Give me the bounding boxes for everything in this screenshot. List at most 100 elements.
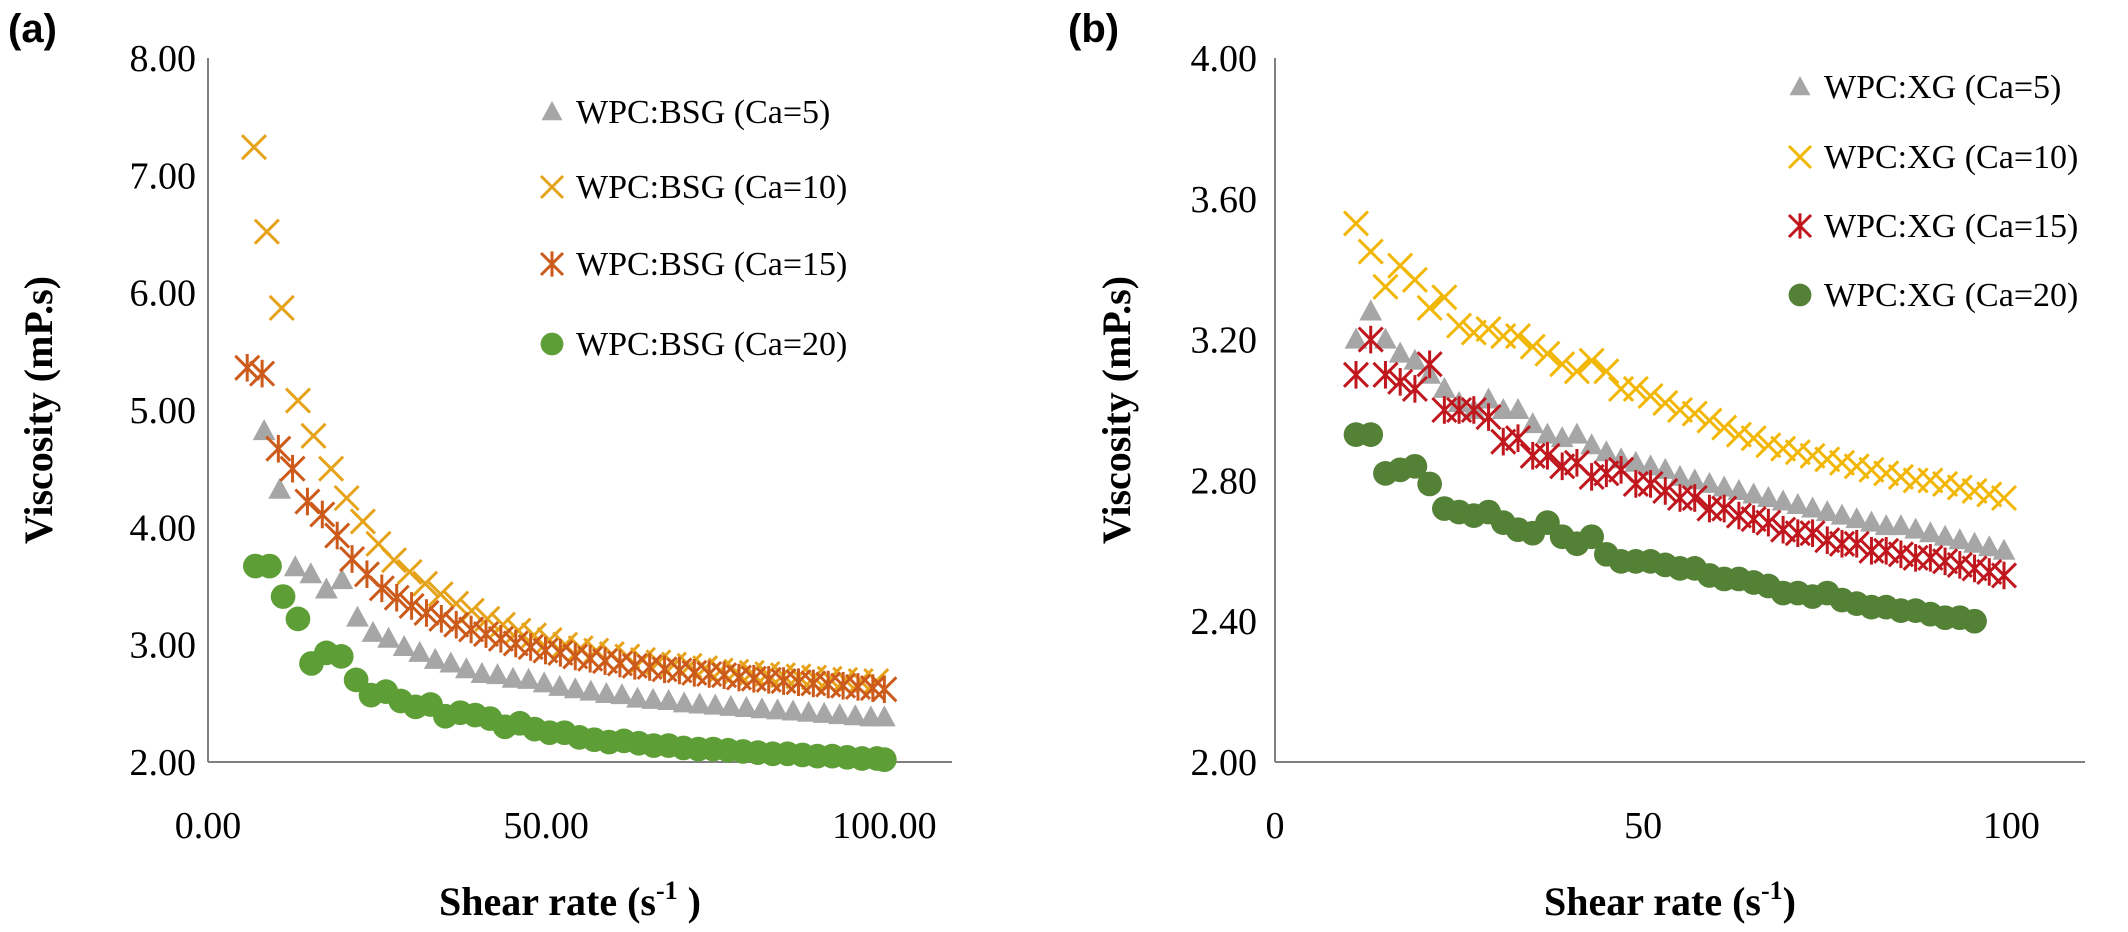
data-point xyxy=(626,686,649,708)
y-tick-label: 2.00 xyxy=(1191,742,1258,784)
data-point xyxy=(1828,449,1856,476)
data-point xyxy=(443,610,470,639)
data-point xyxy=(1563,358,1590,385)
data-point xyxy=(1874,514,1898,536)
data-point xyxy=(1917,544,1944,572)
data-point xyxy=(279,454,306,483)
data-point xyxy=(797,700,821,722)
data-point xyxy=(1755,432,1782,459)
data-point xyxy=(1961,554,1988,583)
data-point xyxy=(1873,460,1900,487)
data-point xyxy=(268,477,292,499)
data-point xyxy=(1549,452,1576,481)
data-point xyxy=(1843,453,1870,480)
data-point xyxy=(1725,421,1752,448)
legend-entry: WPC:BSG (Ca=20) xyxy=(576,326,847,363)
data-point xyxy=(750,697,774,719)
y-tick-label: 3.20 xyxy=(1191,320,1258,362)
data-point xyxy=(1932,470,1959,497)
series-4 xyxy=(1343,422,1987,634)
x-tick-label: 50 xyxy=(1624,805,1662,847)
data-point xyxy=(1402,453,1428,479)
data-point xyxy=(1637,470,1664,498)
chart-panel-b: (b) 2.00 2.40 2.80 3.20 3.60 4.00 0 50 100 Shear r… xyxy=(1068,7,2085,924)
data-point xyxy=(1858,456,1885,483)
data-point xyxy=(1742,482,1766,504)
data-point xyxy=(719,694,743,716)
data-point xyxy=(1549,351,1576,378)
data-point xyxy=(1755,508,1782,537)
data-point xyxy=(1977,535,2001,557)
data-point xyxy=(1860,510,1883,532)
legend-marker xyxy=(539,251,565,277)
data-point xyxy=(1696,407,1723,434)
data-point xyxy=(396,558,423,585)
data-point xyxy=(1359,299,1383,321)
x-tick-label: 100.00 xyxy=(832,805,937,847)
data-point xyxy=(1902,544,1929,572)
data-point xyxy=(486,663,509,685)
data-point xyxy=(1594,440,1618,462)
legend-entry: WPC:XG (Ca=20) xyxy=(1824,277,2078,314)
data-point xyxy=(1652,477,1679,505)
data-point xyxy=(318,455,345,482)
data-point xyxy=(1490,427,1517,456)
data-point xyxy=(1887,463,1914,490)
data-point xyxy=(249,359,276,388)
data-point xyxy=(285,606,311,632)
data-point xyxy=(1401,266,1428,293)
data-point xyxy=(1799,519,1826,547)
data-point xyxy=(333,484,360,512)
data-point xyxy=(380,547,408,574)
series-2 xyxy=(1342,210,2018,512)
data-point xyxy=(828,703,852,725)
data-point xyxy=(1814,446,1841,473)
x-tick-label: 0 xyxy=(1266,805,1285,847)
data-point xyxy=(1446,312,1473,339)
series-4 xyxy=(242,553,897,773)
legend-entry: WPC:BSG (Ca=10) xyxy=(576,169,847,206)
data-point xyxy=(1801,496,1824,518)
data-point xyxy=(1784,519,1811,547)
data-point xyxy=(1565,422,1589,444)
data-point xyxy=(1666,396,1694,424)
data-point xyxy=(1372,361,1399,389)
data-point xyxy=(428,605,455,633)
x-axis-title: Shear rate (s-1) xyxy=(1544,876,1796,924)
data-point xyxy=(1976,558,2003,586)
data-point xyxy=(843,704,867,726)
legend-marker xyxy=(1787,213,1813,239)
data-point xyxy=(383,583,410,612)
data-point xyxy=(1342,210,1370,237)
legend: WPC:BSG (Ca=5) WPC:BSG (Ca=10) WPC:BSG (Ca… xyxy=(539,94,847,363)
data-point xyxy=(703,693,727,715)
data-point xyxy=(1460,396,1487,424)
data-point xyxy=(781,699,805,721)
data-point xyxy=(1357,238,1384,265)
data-point xyxy=(1843,529,1870,558)
data-point xyxy=(501,666,525,688)
data-point xyxy=(1992,538,2016,560)
series-3 xyxy=(234,353,898,704)
data-point xyxy=(343,667,369,693)
data-point xyxy=(502,629,529,658)
data-point xyxy=(1681,484,1708,512)
data-point xyxy=(1504,323,1532,350)
data-point xyxy=(377,626,400,648)
data-point xyxy=(1431,284,1458,311)
data-point xyxy=(349,508,376,535)
data-point xyxy=(300,422,327,449)
data-point xyxy=(1771,489,1795,511)
data-point xyxy=(734,696,758,718)
data-point xyxy=(412,570,439,597)
data-point xyxy=(1814,526,1841,555)
data-point xyxy=(1578,463,1605,491)
data-point xyxy=(1637,382,1664,409)
data-point xyxy=(1344,327,1368,349)
legend-marker xyxy=(540,332,564,356)
data-point xyxy=(688,692,712,714)
data-point xyxy=(1889,514,1913,536)
data-point xyxy=(283,555,307,577)
y-axis-title: Viscosity (mP.s) xyxy=(1094,276,1139,544)
data-point xyxy=(1534,441,1561,470)
